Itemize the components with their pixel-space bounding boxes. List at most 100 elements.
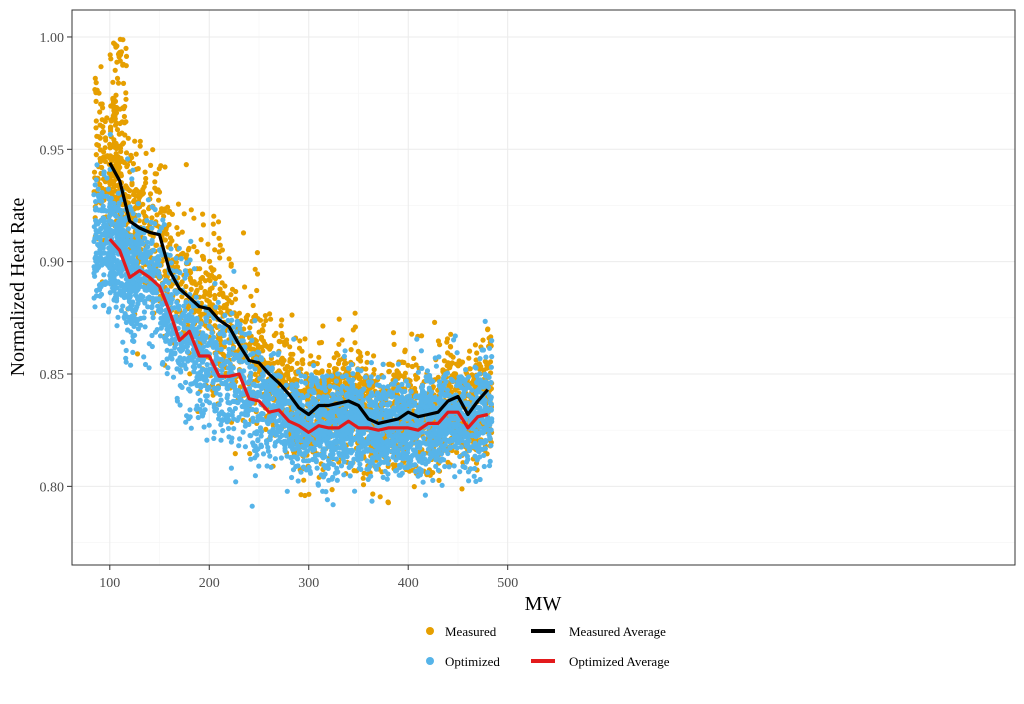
measured-point <box>143 175 149 182</box>
measured-point <box>289 312 295 318</box>
measured-point <box>148 162 154 168</box>
measured-point <box>359 379 365 385</box>
measured-point <box>336 316 342 322</box>
optimized-point <box>149 343 155 350</box>
measured-point <box>445 459 451 465</box>
measured-point <box>306 491 312 497</box>
optimized-point <box>283 433 289 439</box>
optimized-point <box>218 397 224 403</box>
measured-point <box>409 331 415 337</box>
optimized-point <box>170 374 177 380</box>
optimized-point <box>122 311 128 317</box>
optimized-point <box>487 458 493 464</box>
measured-point <box>226 256 232 262</box>
optimized-point <box>120 339 126 345</box>
optimized-point <box>436 399 442 405</box>
measured-point <box>358 358 364 364</box>
measured-point <box>287 344 293 350</box>
optimized-point <box>312 376 318 382</box>
measured-point <box>212 247 218 253</box>
optimized-point <box>294 454 300 460</box>
measured-point <box>205 241 211 247</box>
measured-point <box>278 356 284 363</box>
optimized-point <box>144 217 150 224</box>
measured-point <box>222 283 228 289</box>
measured-point <box>133 193 139 199</box>
optimized-point <box>149 225 155 231</box>
optimized-point <box>324 497 330 503</box>
optimized-point <box>150 315 156 321</box>
optimized-point <box>369 457 375 463</box>
optimized-point <box>290 467 297 473</box>
optimized-point <box>128 239 134 245</box>
measured-point <box>298 492 304 498</box>
measured-point <box>198 284 204 291</box>
optimized-point <box>164 337 170 343</box>
optimized-point <box>144 239 150 245</box>
measured-point <box>320 323 326 329</box>
measured-point <box>188 207 194 213</box>
optimized-point <box>369 498 375 504</box>
optimized-point <box>198 321 204 327</box>
optimized-point <box>145 304 151 310</box>
optimized-point <box>203 393 209 399</box>
measured-point <box>184 252 190 258</box>
measured-point <box>113 92 119 98</box>
measured-point <box>91 169 98 175</box>
optimized-point <box>104 226 110 233</box>
optimized-point <box>331 384 337 390</box>
optimized-point <box>118 307 124 314</box>
optimized-point <box>333 378 339 384</box>
measured-point <box>125 135 131 141</box>
measured-point <box>385 499 391 505</box>
optimized-point <box>194 403 200 409</box>
measured-point <box>137 143 143 149</box>
measured-point <box>294 360 300 366</box>
optimized-point <box>356 465 362 471</box>
measured-point <box>113 120 119 126</box>
measured-point <box>466 355 472 361</box>
measured-point <box>411 484 417 490</box>
optimized-point <box>93 177 99 183</box>
optimized-point <box>488 364 494 370</box>
measured-point <box>123 96 129 102</box>
optimized-point <box>225 413 231 419</box>
optimized-point <box>362 374 368 380</box>
measured-point <box>183 162 189 168</box>
measured-point <box>258 334 265 340</box>
measured-point <box>298 388 305 395</box>
optimized-point <box>217 331 223 337</box>
optimized-point <box>148 219 154 225</box>
optimized-point <box>403 378 409 384</box>
optimized-point <box>161 312 167 319</box>
optimized-point <box>368 360 374 366</box>
optimized-point <box>135 201 141 207</box>
optimized-point <box>474 373 480 379</box>
measured-point <box>282 342 288 348</box>
optimized-point <box>327 383 333 389</box>
measured-point <box>250 346 256 352</box>
measured-point <box>268 316 274 322</box>
measured-point <box>361 470 367 476</box>
measured-point <box>390 462 396 468</box>
measured-point <box>447 343 453 350</box>
measured-point <box>316 354 322 360</box>
optimized-point <box>297 399 303 406</box>
optimized-point <box>238 338 245 344</box>
measured-point <box>252 266 258 272</box>
measured-point <box>114 127 121 133</box>
optimized-point <box>168 260 174 266</box>
optimized-point <box>264 463 270 469</box>
measured-point <box>358 353 364 359</box>
measured-point <box>279 361 286 367</box>
optimized-point <box>469 444 475 450</box>
optimized-point <box>380 384 387 390</box>
optimized-point <box>326 477 332 483</box>
optimized-point <box>182 268 188 274</box>
optimized-point <box>289 459 295 466</box>
measured-point <box>112 183 118 189</box>
measured-point <box>300 357 306 363</box>
measured-point <box>308 353 314 359</box>
optimized-point <box>92 304 98 310</box>
measured-point <box>187 268 193 274</box>
